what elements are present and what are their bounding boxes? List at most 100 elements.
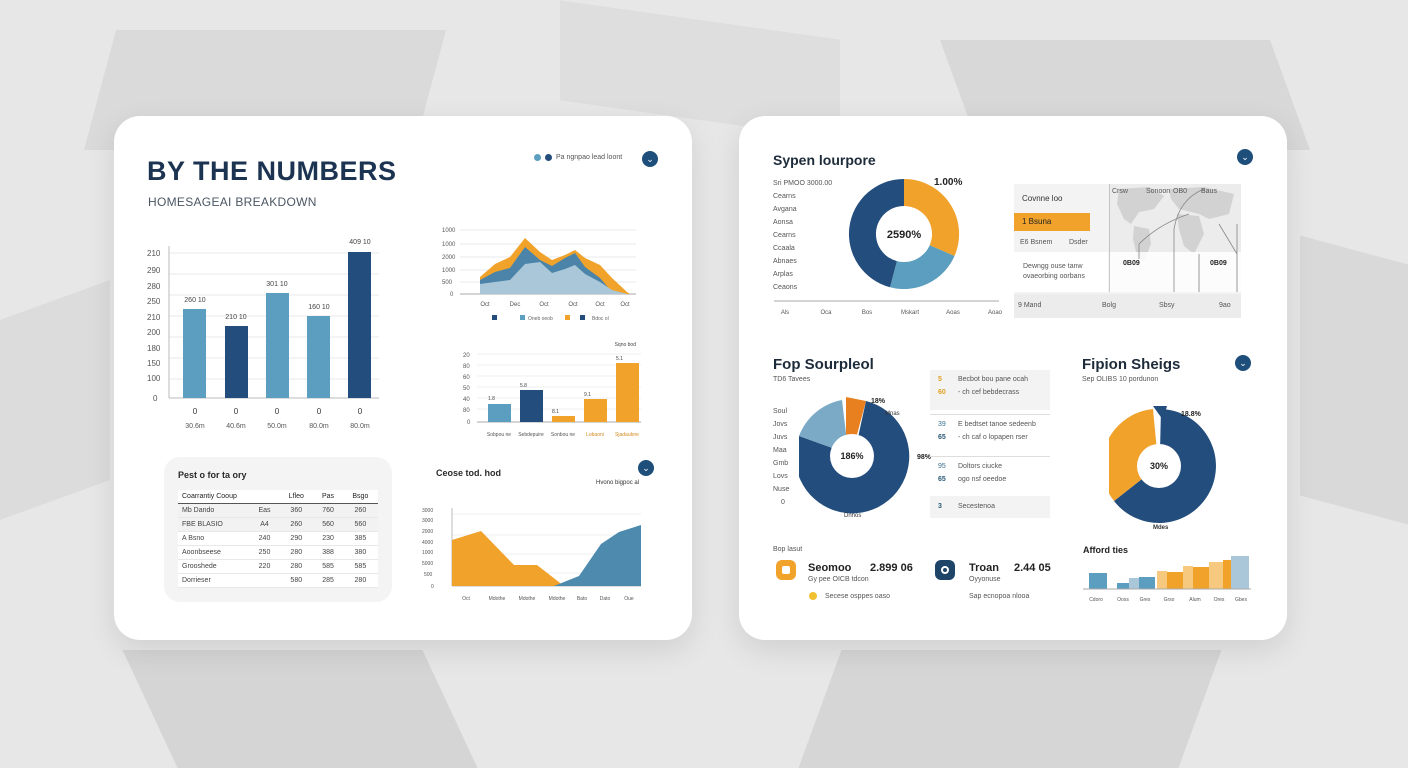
bar[interactable] <box>348 252 371 398</box>
highlight-row[interactable]: 1 Bsuna <box>1014 213 1090 231</box>
bar[interactable] <box>520 390 543 422</box>
area-chart-subtitle: Hvono bigpoc al <box>596 480 640 486</box>
list-item[interactable]: 39 65 E bedtset tanoe sedeenb - ch caf o… <box>930 414 1050 454</box>
svg-text:40.6m: 40.6m <box>226 423 246 430</box>
donut-slice[interactable] <box>846 397 866 442</box>
svg-text:290: 290 <box>147 266 161 275</box>
circle-icon <box>935 560 955 580</box>
donut-slice[interactable] <box>799 401 910 514</box>
table-row[interactable]: Grooshede 220 280 585 585 <box>178 559 378 574</box>
svg-text:2000: 2000 <box>442 255 456 261</box>
square-icon <box>776 560 796 580</box>
svg-text:1000: 1000 <box>442 228 456 234</box>
stat-value: 2.899 06 <box>870 562 913 574</box>
svg-text:301 10: 301 10 <box>266 281 288 288</box>
table-row[interactable]: Mb Dando Eas 360 760 260 <box>178 503 378 518</box>
svg-text:Dato: Dato <box>600 596 611 602</box>
bar[interactable] <box>307 316 330 398</box>
donut-slice[interactable] <box>1114 409 1216 523</box>
table-header[interactable]: Coarrantiy Cooup <box>178 490 280 504</box>
donut-slice[interactable] <box>848 178 904 288</box>
bar[interactable] <box>552 416 575 422</box>
table-row[interactable]: A Bsno 240 290 230 385 <box>178 531 378 546</box>
legend-label: Pa ngnpao lead loont <box>556 154 623 161</box>
svg-text:0: 0 <box>193 407 198 416</box>
svg-text:20: 20 <box>463 353 470 359</box>
donut-slice[interactable] <box>904 178 960 256</box>
bar[interactable] <box>584 399 607 422</box>
table-row[interactable]: FBE BLASIO A4 260 560 560 <box>178 517 378 532</box>
svg-text:Mdothe: Mdothe <box>519 596 536 602</box>
donut-slice[interactable] <box>799 400 847 450</box>
bar[interactable] <box>183 309 206 398</box>
svg-text:60: 60 <box>463 375 470 381</box>
left-dashboard-card: BY THE NUMBERS HOMESAGEAI BREAKDOWN Pa n… <box>114 116 692 640</box>
svg-text:Oct: Oct <box>480 302 490 308</box>
list-item[interactable]: 5 60 Becbot bou pane ocah - ch cef bebde… <box>930 370 1050 410</box>
svg-text:500: 500 <box>424 572 433 578</box>
svg-text:Dec: Dec <box>510 302 521 308</box>
svg-text:98%: 98% <box>917 454 932 461</box>
svg-text:500: 500 <box>442 280 453 286</box>
svg-text:409 10: 409 10 <box>349 239 371 246</box>
panel-title: Fipion Sheigs <box>1082 356 1181 373</box>
svg-text:0: 0 <box>275 407 280 416</box>
svg-text:Oct: Oct <box>462 596 470 602</box>
chevron-down-icon[interactable]: ⌄ <box>638 460 654 476</box>
svg-text:0: 0 <box>317 407 322 416</box>
y-axis-ticks: 210 290 280 250 210 200 180 150 100 0 <box>147 249 161 403</box>
svg-text:Oue: Oue <box>624 596 634 602</box>
svg-text:210 10: 210 10 <box>225 314 247 321</box>
map-footer: 9 Mand Bolg Sbsy 9ao <box>1014 294 1241 318</box>
svg-text:Aoas: Aoas <box>946 310 960 316</box>
svg-text:0: 0 <box>234 407 239 416</box>
svg-text:0: 0 <box>467 420 471 426</box>
svg-text:1.00%: 1.00% <box>934 177 962 188</box>
svg-text:Dnnos: Dnnos <box>844 513 861 519</box>
table-row[interactable]: Aoonbseese 250 280 388 380 <box>178 545 378 560</box>
chevron-down-icon[interactable]: ⌄ <box>1235 355 1251 371</box>
svg-text:80.0m: 80.0m <box>350 423 370 430</box>
svg-text:Sonbou ne: Sonbou ne <box>551 432 575 438</box>
svg-text:Gbes: Gbes <box>1235 597 1247 603</box>
table-title: Pest o for ta ory <box>178 470 247 480</box>
donut-main-chart: 2590% 1.00% Als Oca Bos Mskart Aoas Aoao <box>774 177 1003 316</box>
panel-title: Fop Sourpleol <box>773 356 874 373</box>
chevron-down-icon[interactable]: ⌄ <box>642 151 658 167</box>
svg-text:40: 40 <box>463 397 470 403</box>
svg-text:0: 0 <box>450 292 454 298</box>
svg-text:Als: Als <box>781 310 789 316</box>
svg-text:0: 0 <box>153 394 158 403</box>
data-table: Coarrantiy Cooup Lfleo Pas Bsgo Mb Dando… <box>178 490 378 588</box>
world-map[interactable]: Crsw Sonoon OB0 Baus 0B09 0B09 <box>1108 184 1241 292</box>
donut-slice[interactable] <box>890 245 955 290</box>
list-item[interactable]: 3 Secestenoa <box>930 496 1050 518</box>
table-header[interactable]: Pas <box>313 490 343 504</box>
svg-text:280: 280 <box>147 282 161 291</box>
svg-text:Bato: Bato <box>577 596 588 602</box>
svg-text:1.8: 1.8 <box>488 396 495 402</box>
svg-text:Oct: Oct <box>620 302 630 308</box>
svg-text:250: 250 <box>147 297 161 306</box>
table-header[interactable]: Lfleo <box>279 490 314 504</box>
svg-text:18%: 18% <box>871 398 886 405</box>
svg-text:186%: 186% <box>840 451 863 461</box>
table-row[interactable]: Dorrieser 580 285 280 <box>178 573 378 588</box>
legend: Pa ngnpao lead loont <box>534 154 622 161</box>
svg-text:Alum: Alum <box>1189 597 1200 603</box>
bar[interactable] <box>488 404 511 422</box>
donut-slice[interactable] <box>1109 409 1157 501</box>
data-table-panel: Pest o for ta ory Coarrantiy Cooup Lfleo… <box>164 457 392 602</box>
donut-side-labels: Sri PMOO 3000.00 Cearns Avgana Aonsa Cea… <box>773 180 833 291</box>
svg-text:Sjadaubne: Sjadaubne <box>615 432 639 438</box>
chevron-down-icon[interactable]: ⌄ <box>1237 149 1253 165</box>
svg-text:Cdoro: Cdoro <box>1089 597 1103 603</box>
bar[interactable] <box>266 293 289 398</box>
table-header[interactable]: Bsgo <box>342 490 378 504</box>
list-item[interactable]: 95 65 Doltors ciucke ogo nsf oeedoe <box>930 456 1050 496</box>
svg-text:80.0m: 80.0m <box>309 423 329 430</box>
svg-text:Bos: Bos <box>862 310 872 316</box>
bar[interactable] <box>616 363 639 422</box>
bar[interactable] <box>225 326 248 398</box>
